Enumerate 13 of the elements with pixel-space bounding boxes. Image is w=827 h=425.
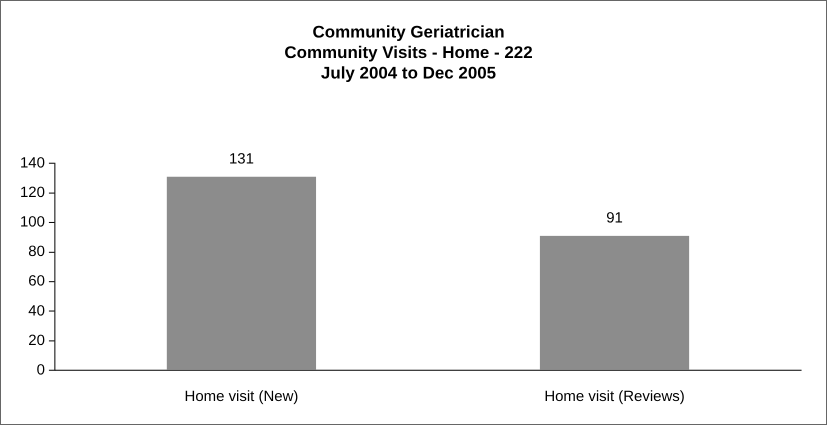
y-tick-label: 80	[28, 243, 45, 260]
data-label: 131	[228, 150, 254, 168]
y-tick-label: 0	[36, 361, 45, 378]
x-tick-label: Home visit (New)	[184, 388, 298, 406]
y-tick-label: 60	[28, 272, 45, 290]
data-label: 91	[606, 210, 623, 227]
y-tick-label: 100	[20, 214, 45, 231]
y-tick-label: 120	[20, 184, 45, 202]
y-tick-label: 140	[20, 154, 45, 172]
y-tick-label: 40	[28, 302, 45, 320]
y-tick-label: 20	[28, 332, 45, 349]
x-tick-label: Home visit (Reviews)	[544, 388, 685, 406]
chart-title: Community Geriatrician Community Visits - Home - 222 July 2004 to Dec 2005	[284, 22, 533, 82]
